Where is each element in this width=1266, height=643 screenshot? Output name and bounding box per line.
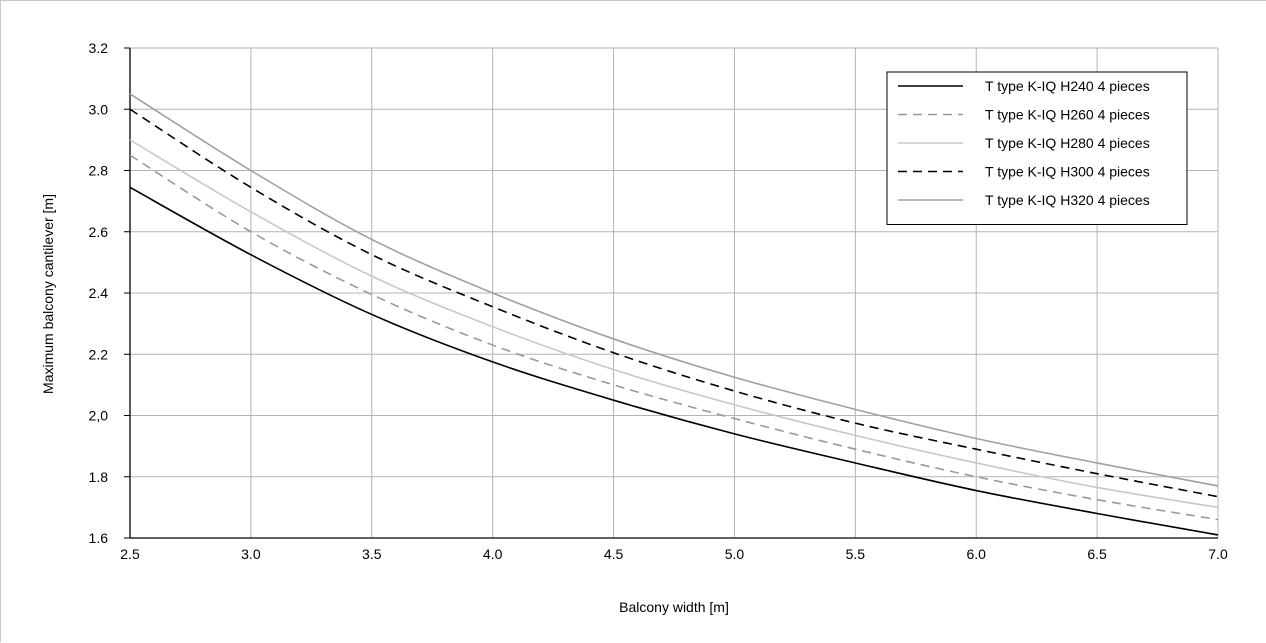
axes [124, 47, 1218, 539]
x-tick-label: 6.5 [1087, 546, 1107, 562]
y-tick-label: 2,0 [89, 408, 109, 424]
legend-label: T type K-IQ H320 4 pieces [985, 192, 1150, 208]
y-tick-label: 2.6 [89, 224, 109, 240]
legend-label: T type K-IQ H280 4 pieces [985, 135, 1150, 151]
legend: T type K-IQ H240 4 pieces T type K-IQ H26… [886, 71, 1188, 225]
x-tick-label: 3.0 [241, 546, 261, 562]
x-tick-label: 5.5 [846, 546, 866, 562]
x-axis-title: Balcony width [m] [619, 599, 729, 615]
y-axis-title: Maximum balcony cantilever [m] [40, 194, 56, 394]
series-lines [129, 93, 1219, 536]
legend-label: T type K-IQ H300 4 pieces [985, 164, 1150, 180]
legend-box [886, 71, 1188, 225]
y-tick-label: 1.8 [89, 469, 109, 485]
series-line-t-type-k-iq-h280-4-pieces [129, 139, 1219, 509]
y-tick-labels: 1.6 1.8 2,0 2.2 2.4 2.6 2.8 3.0 3.2 [89, 40, 109, 546]
x-tick-label: 3.5 [362, 546, 382, 562]
x-tick-label: 2.5 [120, 546, 140, 562]
series-line-t-type-k-iq-h320-4-pieces [129, 93, 1219, 487]
x-tick-label: 4.0 [483, 546, 503, 562]
x-tick-label: 4.5 [604, 546, 624, 562]
x-tick-labels: 2.5 3.0 3.5 4.0 4.5 5.0 5.5 6.0 6.5 7.0 [120, 546, 1228, 562]
legend-label: T type K-IQ H240 4 pieces [985, 78, 1150, 94]
y-tick-label: 3.0 [89, 101, 109, 117]
y-tick-label: 2.8 [89, 163, 109, 179]
y-tick-label: 3.2 [89, 40, 109, 56]
x-tick-label: 5.0 [725, 546, 745, 562]
x-tick-label: 6.0 [966, 546, 986, 562]
series-line-t-type-k-iq-h300-4-pieces [129, 108, 1219, 498]
y-tick-label: 1.6 [89, 530, 109, 546]
x-tick-label: 7.0 [1208, 546, 1228, 562]
legend-label: T type K-IQ H260 4 pieces [985, 107, 1150, 123]
y-tick-label: 2.2 [89, 346, 109, 362]
y-tick-label: 2.4 [89, 285, 109, 301]
series-line-t-type-k-iq-h260-4-pieces [129, 154, 1219, 521]
series-line-t-type-k-iq-h240-4-pieces [129, 186, 1219, 536]
